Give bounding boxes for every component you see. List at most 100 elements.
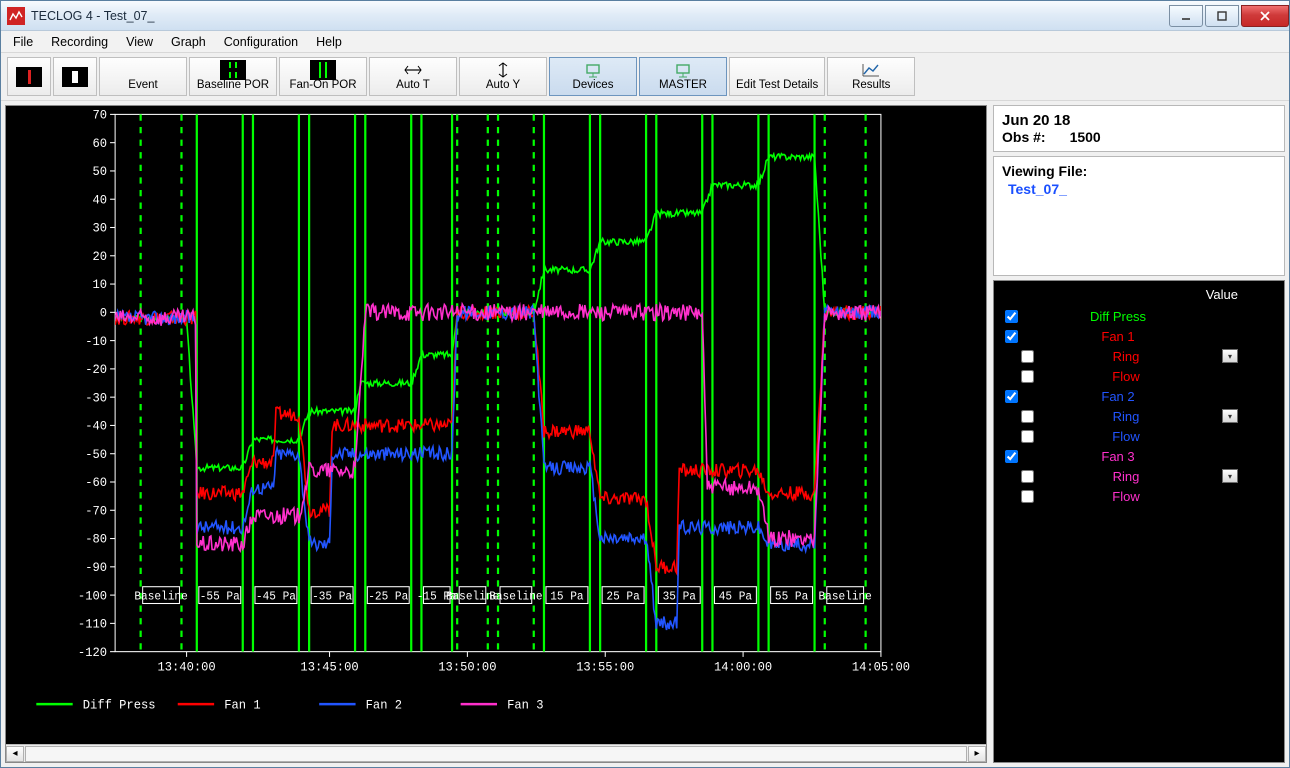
svg-text:Fan 3: Fan 3: [507, 698, 543, 712]
fanon-por-btn[interactable]: Fan-On POR: [279, 57, 367, 96]
svg-text:0: 0: [100, 306, 107, 320]
master-btn-icon: [673, 61, 693, 79]
legend-row-fan2: Fan 2: [1004, 386, 1274, 406]
titlebar: TECLOG 4 - Test_07_: [1, 1, 1289, 31]
baseline-por-btn[interactable]: Baseline POR: [189, 57, 277, 96]
auto-y-btn-label: Auto Y: [486, 80, 520, 92]
svg-text:14:00:00: 14:00:00: [714, 660, 772, 674]
svg-text:Baseline: Baseline: [134, 591, 188, 603]
svg-text:10: 10: [92, 278, 107, 292]
event-btn-label: Event: [128, 80, 157, 92]
legend-dd-fan1-ring[interactable]: ▾: [1222, 349, 1238, 363]
auto-y-btn[interactable]: Auto Y: [459, 57, 547, 96]
menu-help[interactable]: Help: [308, 33, 350, 51]
legend-check-fan2[interactable]: [1005, 390, 1018, 403]
svg-text:45 Pa: 45 Pa: [719, 591, 753, 603]
devices-btn[interactable]: Devices: [549, 57, 637, 96]
results-btn-icon: [861, 61, 881, 79]
svg-text:Fan 1: Fan 1: [224, 698, 260, 712]
svg-text:Baseline: Baseline: [489, 591, 543, 603]
auto-t-btn[interactable]: Auto T: [369, 57, 457, 96]
content-area: -120-110-100-90-80-70-60-50-40-30-20-100…: [1, 101, 1289, 767]
rec-btn[interactable]: [7, 57, 51, 96]
master-btn[interactable]: MASTER: [639, 57, 727, 96]
fanon-por-btn-label: Fan-On POR: [289, 80, 356, 92]
legend-dd-fan3-ring[interactable]: ▾: [1222, 469, 1238, 483]
scroll-track[interactable]: [25, 746, 967, 762]
close-button[interactable]: [1241, 5, 1289, 27]
legend-check-fan3-flow[interactable]: [1021, 490, 1034, 503]
menu-view[interactable]: View: [118, 33, 161, 51]
legend-row-fan2-flow: Flow: [1004, 426, 1274, 446]
chart-canvas[interactable]: -120-110-100-90-80-70-60-50-40-30-20-100…: [6, 106, 986, 744]
legend-label-fan2-flow: Flow: [1034, 429, 1218, 444]
menubar: FileRecordingViewGraphConfigurationHelp: [1, 31, 1289, 53]
auto-t-btn-icon: [403, 61, 423, 79]
menu-configuration[interactable]: Configuration: [216, 33, 306, 51]
toolbar: Event Baseline POR Fan-On POR Auto T Auto Y D…: [1, 53, 1289, 101]
legend-dd-fan2-ring[interactable]: ▾: [1222, 409, 1238, 423]
legend-label-fan3: Fan 3: [1018, 449, 1218, 464]
legend-label-diff-press: Diff Press: [1018, 309, 1218, 324]
menu-graph[interactable]: Graph: [163, 33, 214, 51]
legend-label-fan2-ring: Ring: [1034, 409, 1218, 424]
svg-text:-90: -90: [85, 561, 107, 575]
svg-text:-20: -20: [85, 363, 107, 377]
contrast-btn[interactable]: [53, 57, 97, 96]
menu-file[interactable]: File: [5, 33, 41, 51]
right-panel: Jun 20 18 Obs #: 1500 Viewing File: Test…: [993, 105, 1285, 763]
svg-text:25 Pa: 25 Pa: [606, 591, 640, 603]
baseline-por-btn-icon: [220, 61, 246, 79]
svg-text:-45 Pa: -45 Pa: [256, 591, 296, 603]
legend-label-fan1-ring: Ring: [1034, 349, 1218, 364]
legend-check-fan3-ring[interactable]: [1021, 470, 1034, 483]
svg-text:-60: -60: [85, 476, 107, 490]
legend-check-fan1-ring[interactable]: [1021, 350, 1034, 363]
fanon-por-btn-icon: [310, 61, 336, 79]
legend-check-fan1-flow[interactable]: [1021, 370, 1034, 383]
chart-hscrollbar[interactable]: ◂ ▸: [6, 744, 986, 762]
legend-row-fan1: Fan 1: [1004, 326, 1274, 346]
event-btn[interactable]: Event: [99, 57, 187, 96]
menu-recording[interactable]: Recording: [43, 33, 116, 51]
svg-text:50: 50: [92, 165, 107, 179]
maximize-button[interactable]: [1205, 5, 1239, 27]
auto-t-btn-label: Auto T: [396, 80, 430, 92]
legend-label-fan1-flow: Flow: [1034, 369, 1218, 384]
svg-text:Diff Press: Diff Press: [83, 698, 156, 712]
legend-label-fan1: Fan 1: [1018, 329, 1218, 344]
svg-text:Fan 2: Fan 2: [366, 698, 402, 712]
scroll-right-arrow[interactable]: ▸: [968, 746, 986, 762]
svg-text:-70: -70: [85, 504, 107, 518]
svg-text:-110: -110: [78, 617, 107, 631]
info-date: Jun 20 18: [1002, 112, 1276, 129]
legend-check-fan2-ring[interactable]: [1021, 410, 1034, 423]
legend-check-fan1[interactable]: [1005, 330, 1018, 343]
svg-text:15 Pa: 15 Pa: [550, 591, 584, 603]
scroll-left-arrow[interactable]: ◂: [6, 746, 24, 762]
legend-label-fan3-flow: Flow: [1034, 489, 1218, 504]
legend-row-diff-press: Diff Press: [1004, 306, 1274, 326]
auto-y-btn-icon: [496, 61, 510, 79]
legend-check-fan3[interactable]: [1005, 450, 1018, 463]
edit-test-btn-label: Edit Test Details: [736, 80, 818, 92]
window-title: TECLOG 4 - Test_07_: [31, 9, 154, 23]
svg-text:13:50:00: 13:50:00: [438, 660, 496, 674]
viewing-file-label: Viewing File:: [1002, 163, 1276, 179]
legend-row-fan3-flow: Flow: [1004, 486, 1274, 506]
legend-row-fan1-flow: Flow: [1004, 366, 1274, 386]
legend-check-diff-press[interactable]: [1005, 310, 1018, 323]
devices-btn-icon: [583, 61, 603, 79]
svg-text:-35 Pa: -35 Pa: [312, 591, 352, 603]
svg-text:60: 60: [92, 137, 107, 151]
info-box: Jun 20 18 Obs #: 1500: [993, 105, 1285, 152]
app-icon: [7, 7, 25, 25]
edit-test-btn[interactable]: Edit Test Details: [729, 57, 825, 96]
obs-value: 1500: [1070, 129, 1101, 145]
svg-text:13:40:00: 13:40:00: [157, 660, 215, 674]
minimize-button[interactable]: [1169, 5, 1203, 27]
svg-text:35 Pa: 35 Pa: [663, 591, 697, 603]
legend-check-fan2-flow[interactable]: [1021, 430, 1034, 443]
svg-text:-55 Pa: -55 Pa: [200, 591, 240, 603]
results-btn[interactable]: Results: [827, 57, 915, 96]
